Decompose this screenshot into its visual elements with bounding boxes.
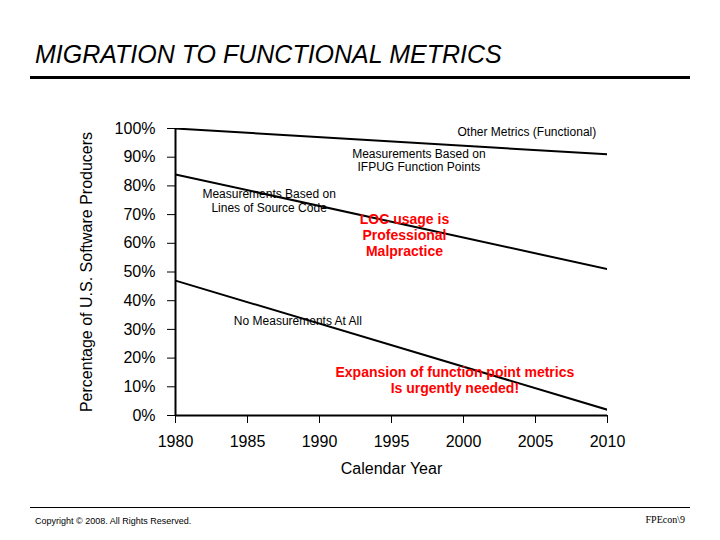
svg-text:20%: 20% (123, 349, 155, 366)
svg-text:30%: 30% (123, 321, 155, 338)
svg-text:2005: 2005 (518, 433, 554, 450)
svg-text:70%: 70% (123, 206, 155, 223)
svg-text:50%: 50% (123, 263, 155, 280)
svg-text:90%: 90% (123, 148, 155, 165)
svg-text:80%: 80% (123, 177, 155, 194)
svg-text:Measurements Based onLines of: Measurements Based onLines of Source Cod… (202, 187, 335, 215)
html-text:MIGRATION TO FUNCTIONAL METRIC: MIGRATION TO FUNCTIONAL METRICS (35, 40, 502, 68)
svg-text:10%: 10% (123, 378, 155, 395)
svg-text:Measurements Based onIFPUG Fun: Measurements Based onIFPUG Function Poin… (352, 147, 485, 175)
svg-text:0%: 0% (132, 407, 155, 424)
svg-text:Percentage of U.S. Software Pr: Percentage of U.S. Software Producers (78, 132, 95, 412)
html-text:FPEcon\9: FPEcon\9 (645, 514, 685, 525)
svg-text:Calendar Year: Calendar Year (341, 460, 443, 477)
svg-text:100%: 100% (115, 120, 156, 137)
svg-text:2010: 2010 (590, 433, 626, 450)
svg-text:1980: 1980 (158, 433, 194, 450)
svg-text:Expansion of function point me: Expansion of function point metricsIs ur… (335, 364, 574, 396)
svg-text:1990: 1990 (302, 433, 338, 450)
svg-text:40%: 40% (123, 292, 155, 309)
svg-text:60%: 60% (123, 234, 155, 251)
svg-text:No Measurements At All: No Measurements At All (234, 314, 362, 328)
svg-text:2000: 2000 (446, 433, 482, 450)
svg-text:LOC usage isProfessionalMalpra: LOC usage isProfessionalMalpractice (360, 211, 450, 259)
svg-text:1985: 1985 (230, 433, 266, 450)
svg-text:Other Metrics (Functional): Other Metrics (Functional) (458, 125, 597, 139)
html-text:Copyright © 2008. All Rights R: Copyright © 2008. All Rights Reserved. (35, 516, 192, 526)
svg-text:1995: 1995 (374, 433, 410, 450)
